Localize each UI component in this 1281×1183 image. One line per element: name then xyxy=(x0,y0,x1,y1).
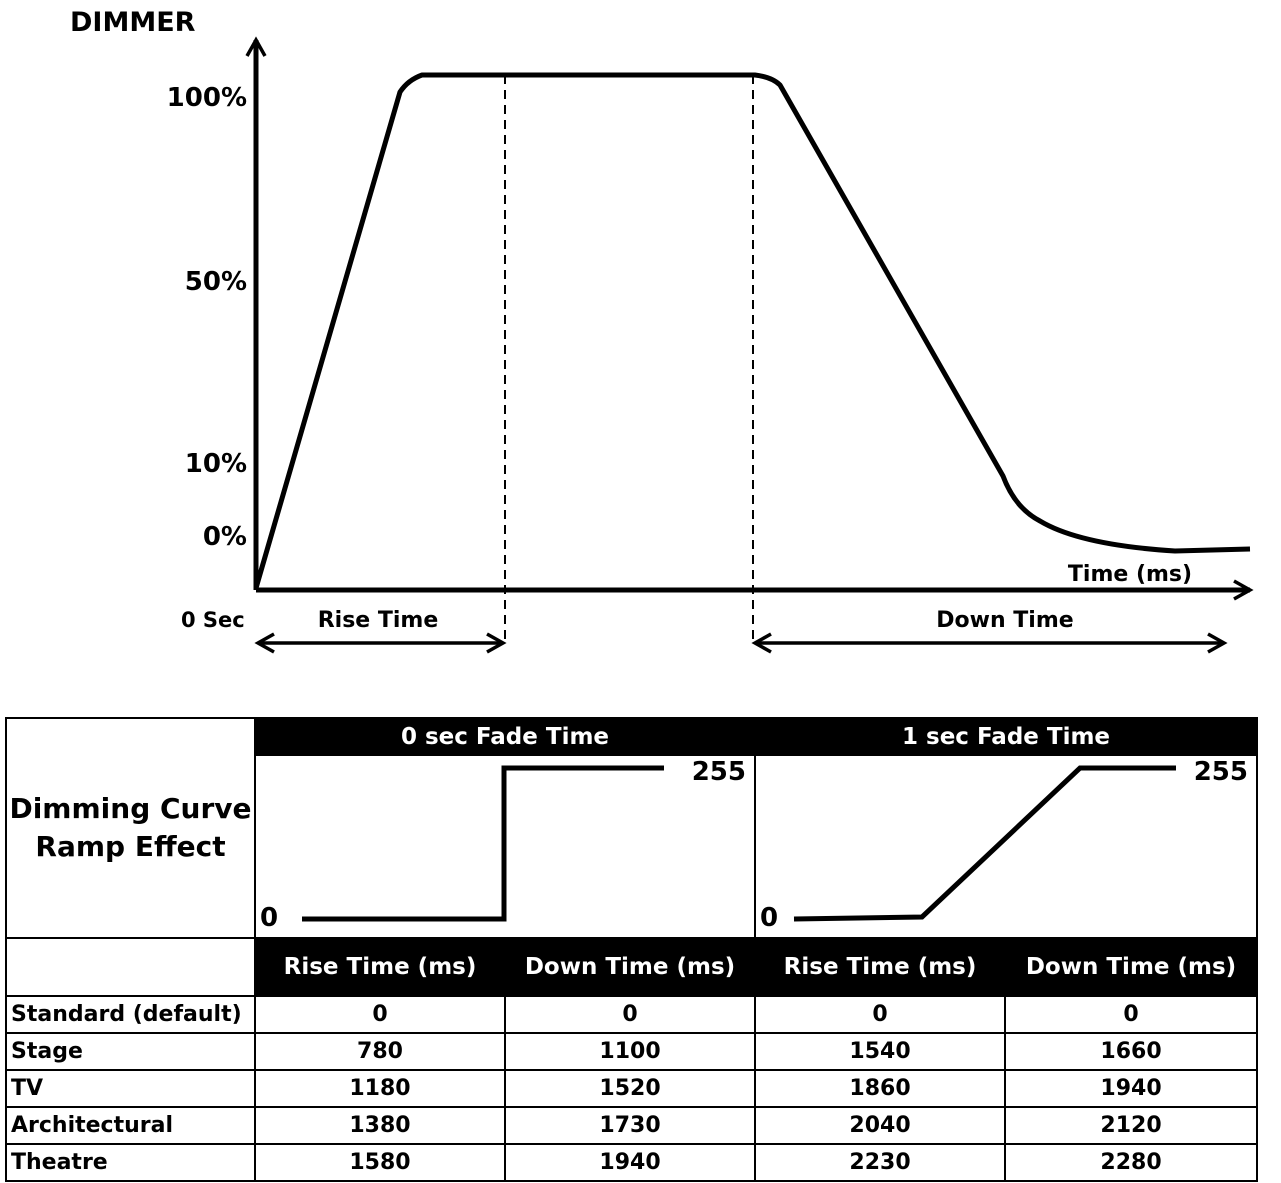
origin-label: 0 Sec xyxy=(181,608,245,632)
cell-value: 1660 xyxy=(1004,1032,1259,1071)
table-row: Theatre 1580 1940 2230 2280 xyxy=(5,1143,1259,1182)
x-axis-label: Time (ms) xyxy=(1068,562,1192,587)
cell-value: 1100 xyxy=(503,1032,757,1071)
cell-value: 0 xyxy=(503,995,757,1034)
y-axis-label: DIMMER xyxy=(70,7,196,38)
step-curve-line xyxy=(302,765,664,922)
col-header-rise-0: Rise Time (ms) xyxy=(254,937,506,997)
cell-value: 2040 xyxy=(754,1106,1007,1145)
row-label-architectural: Architectural xyxy=(5,1106,256,1145)
cell-value: 1380 xyxy=(254,1106,506,1145)
step-curve-high-label: 255 xyxy=(692,757,746,787)
col-header-down-1: Down Time (ms) xyxy=(1004,937,1259,997)
header-empty-cell xyxy=(5,937,256,997)
cell-value: 0 xyxy=(1004,995,1259,1034)
fade-1-curve-cell: 0 255 xyxy=(754,754,1259,939)
cell-value: 1540 xyxy=(754,1032,1007,1071)
table-row: Standard (default) 0 0 0 0 xyxy=(5,995,1259,1034)
row-label-theatre: Theatre xyxy=(5,1143,256,1182)
dimming-curve-title-line2: Ramp Effect xyxy=(35,830,226,863)
dimming-curve-title: Dimming Curve Ramp Effect xyxy=(5,717,256,939)
down-time-label: Down Time xyxy=(936,608,1073,633)
cell-value: 1580 xyxy=(254,1143,506,1182)
cell-value: 2120 xyxy=(1004,1106,1259,1145)
cell-value: 780 xyxy=(254,1032,506,1071)
row-label-standard: Standard (default) xyxy=(5,995,256,1034)
y-tick-50: 50% xyxy=(185,267,247,297)
dimmer-curve xyxy=(253,72,1251,589)
y-tick-10: 10% xyxy=(185,449,247,479)
step-curve-low-label: 0 xyxy=(260,903,278,933)
table-row: Stage 780 1100 1540 1660 xyxy=(5,1032,1259,1071)
cell-value: 1180 xyxy=(254,1069,506,1108)
step-curve-graphic: 0 255 xyxy=(260,757,746,933)
table-row: TV 1180 1520 1860 1940 xyxy=(5,1069,1259,1108)
y-tick-100: 100% xyxy=(167,83,247,113)
row-label-tv: TV xyxy=(5,1069,256,1108)
cell-value: 2230 xyxy=(754,1143,1007,1182)
cell-value: 1860 xyxy=(754,1069,1007,1108)
y-tick-0: 0% xyxy=(203,522,247,552)
cell-value: 0 xyxy=(254,995,506,1034)
fade-0-curve-cell: 0 255 xyxy=(253,754,757,939)
cell-value: 0 xyxy=(754,995,1007,1034)
fade-0-sec-header: 0 sec Fade Time xyxy=(253,717,757,756)
ramp-curve-high-label: 255 xyxy=(1194,757,1248,787)
rise-time-label: Rise Time xyxy=(318,608,439,633)
cell-value: 2280 xyxy=(1004,1143,1259,1182)
col-header-down-0: Down Time (ms) xyxy=(503,937,757,997)
ramp-curve-line xyxy=(793,765,1177,922)
cell-value: 1520 xyxy=(503,1069,757,1108)
dimmer-curve-diagram: DIMMER 100% 50% 10% 0% Time (ms) 0 Sec R… xyxy=(70,7,1254,654)
cell-value: 1730 xyxy=(503,1106,757,1145)
fade-1-sec-header: 1 sec Fade Time xyxy=(754,717,1259,756)
row-label-stage: Stage xyxy=(5,1032,256,1071)
ramp-effect-table: Dimming Curve Ramp Effect 0 sec Fade Tim… xyxy=(5,717,1259,1182)
ramp-curve-graphic: 0 255 xyxy=(760,757,1248,933)
table-row: Architectural 1380 1730 2040 2120 xyxy=(5,1106,1259,1145)
cell-value: 1940 xyxy=(503,1143,757,1182)
cell-value: 1940 xyxy=(1004,1069,1259,1108)
ramp-curve-low-label: 0 xyxy=(760,903,778,933)
dimming-curve-title-line1: Dimming Curve xyxy=(9,792,252,825)
col-header-rise-1: Rise Time (ms) xyxy=(754,937,1007,997)
